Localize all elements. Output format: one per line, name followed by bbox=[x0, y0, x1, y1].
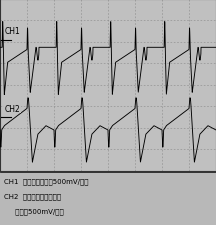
Text: CH1: CH1 bbox=[5, 27, 21, 36]
Text: CH2  斜坡补偿后采样信号: CH2 斜坡补偿后采样信号 bbox=[4, 193, 61, 199]
Text: CH1  检测电阻电压（500mV/格）: CH1 检测电阻电压（500mV/格） bbox=[4, 178, 89, 184]
Text: 电压（500mV/格）: 电压（500mV/格） bbox=[4, 208, 64, 214]
Text: CH2: CH2 bbox=[5, 104, 21, 113]
